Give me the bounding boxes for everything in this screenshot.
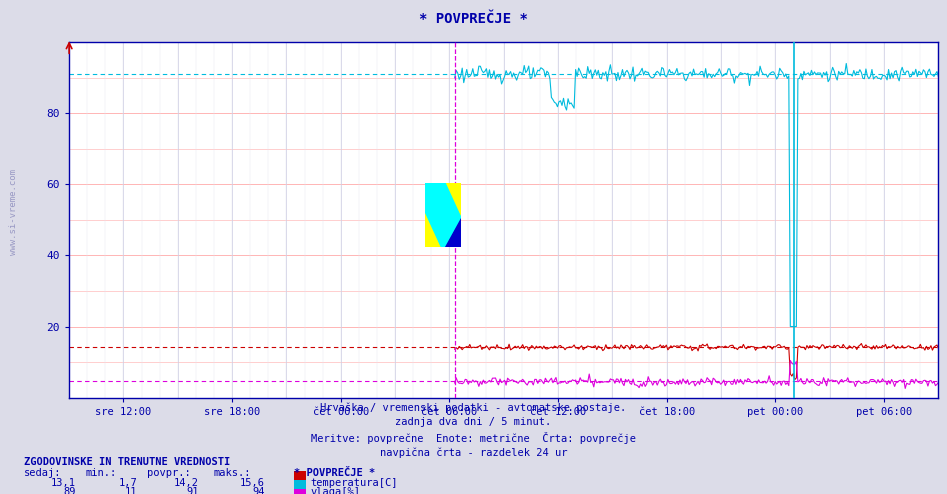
Text: 11: 11	[125, 487, 137, 494]
Text: maks.:: maks.:	[213, 468, 251, 478]
Text: 91: 91	[187, 487, 199, 494]
Text: * POVPREČJE *: * POVPREČJE *	[420, 12, 527, 26]
Text: 13,1: 13,1	[51, 478, 76, 488]
Polygon shape	[445, 218, 461, 247]
Text: ZGODOVINSKE IN TRENUTNE VREDNOSTI: ZGODOVINSKE IN TRENUTNE VREDNOSTI	[24, 457, 230, 467]
Text: Meritve: povprečne  Enote: metrične  Črta: povprečje: Meritve: povprečne Enote: metrične Črta:…	[311, 432, 636, 444]
Text: 15,6: 15,6	[241, 478, 265, 488]
Polygon shape	[425, 183, 461, 247]
Text: 89: 89	[63, 487, 76, 494]
Text: www.si-vreme.com: www.si-vreme.com	[9, 169, 18, 255]
Text: 1,7: 1,7	[118, 478, 137, 488]
Text: navpična črta - razdelek 24 ur: navpična črta - razdelek 24 ur	[380, 447, 567, 457]
Text: Hrvaška / vremenski podatki - avtomatske postaje.: Hrvaška / vremenski podatki - avtomatske…	[320, 403, 627, 413]
Text: 14,2: 14,2	[174, 478, 199, 488]
Text: temperatura[C]: temperatura[C]	[311, 478, 398, 488]
Text: min.:: min.:	[85, 468, 116, 478]
Text: vlaga[%]: vlaga[%]	[311, 487, 361, 494]
Text: zadnja dva dni / 5 minut.: zadnja dva dni / 5 minut.	[396, 417, 551, 427]
Text: * POVPREČJE *: * POVPREČJE *	[294, 468, 375, 478]
Text: povpr.:: povpr.:	[147, 468, 190, 478]
Text: 94: 94	[253, 487, 265, 494]
Polygon shape	[425, 183, 461, 247]
Text: sedaj:: sedaj:	[24, 468, 62, 478]
